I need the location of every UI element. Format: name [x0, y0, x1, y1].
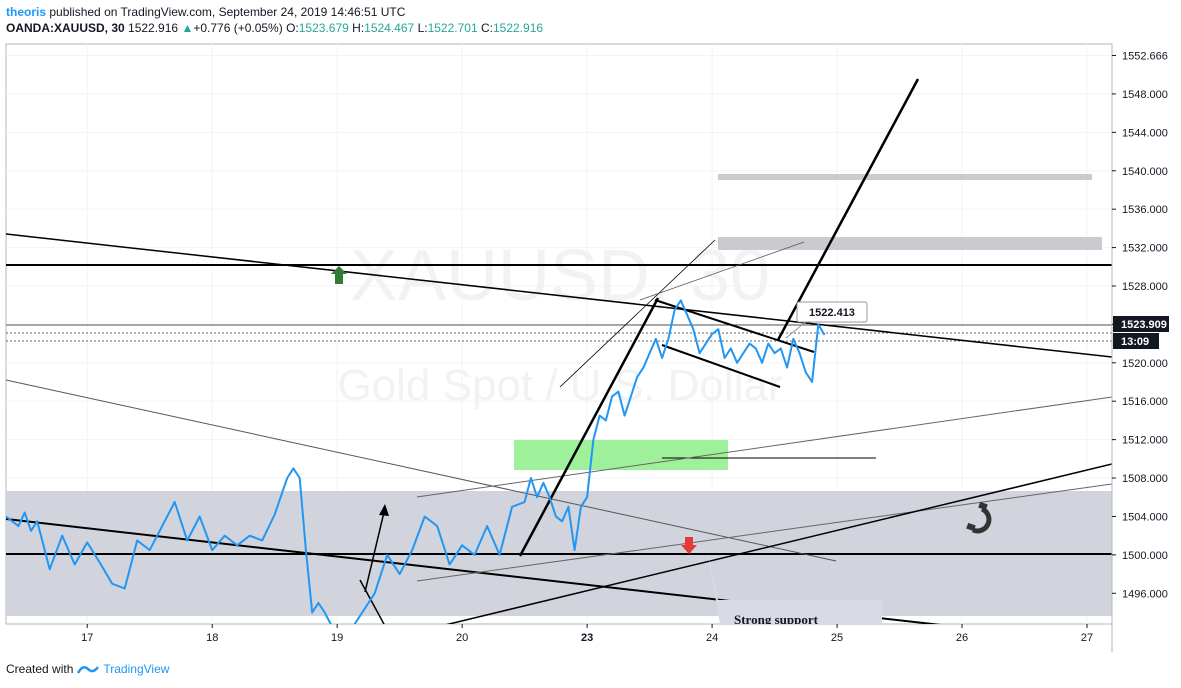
- down-move-line: [359, 579, 385, 624]
- x-tick-label: 25: [831, 632, 843, 644]
- countdown-tag-text: 13:09: [1121, 336, 1149, 348]
- x-tick-label: 23: [581, 632, 593, 644]
- y-tick-label: 1516.000: [1122, 396, 1168, 408]
- thin-uptrend-line-2: [416, 483, 1112, 582]
- x-tick-label: 20: [456, 632, 468, 644]
- projection-line[interactable]: [776, 78, 920, 341]
- y-tick-label: 1508.000: [1122, 473, 1168, 485]
- y-tick-label: 1520.000: [1122, 358, 1168, 370]
- price-series-line: [6, 299, 826, 624]
- created-with-text: Created with: [6, 662, 74, 676]
- publish-info: published on TradingView.com, September …: [49, 5, 406, 19]
- price-callout-box[interactable]: [796, 301, 868, 323]
- y-tick-label: 1552.666: [1122, 51, 1168, 63]
- y-tick-label: 1532.000: [1122, 243, 1168, 255]
- x-tick-label: 18: [206, 632, 218, 644]
- y-tick-label: 1496.000: [1122, 588, 1168, 600]
- open-label: O:: [286, 21, 299, 35]
- last-price-tag-text: 1523.909: [1121, 319, 1167, 331]
- x-tick-label: 19: [331, 632, 343, 644]
- high-value: 1524.467: [364, 21, 415, 35]
- x-tick-label: 24: [706, 632, 718, 644]
- y-tick-label: 1528.000: [1122, 281, 1168, 293]
- y-tick-label: 1504.000: [1122, 511, 1168, 523]
- y-tick-label: 1544.000: [1122, 127, 1168, 139]
- symbol-legend: OANDA:XAUUSD, 30 1522.916 ▲+0.776 (+0.05…: [6, 21, 543, 35]
- thin-downtrend-line: [6, 379, 837, 562]
- rising-trend-line[interactable]: [300, 463, 1112, 660]
- x-axis-labels[interactable]: 17 18 19 20 23 24 25 26 27: [81, 624, 1093, 644]
- watermark-name: Gold Spot / U.S. Dollar: [337, 361, 782, 410]
- price-callout-pointer: [785, 319, 809, 339]
- tradingview-logo-icon: [77, 665, 100, 674]
- countdown-tag: [1113, 333, 1159, 349]
- x-tick-label: 27: [1081, 632, 1093, 644]
- high-label: H:: [352, 21, 365, 35]
- last-price: 1522.916: [128, 21, 179, 35]
- low-label: L:: [417, 21, 428, 35]
- demand-zone: [514, 440, 728, 470]
- author-name[interactable]: theoris: [6, 5, 47, 19]
- y-axis-labels[interactable]: 1496.000 1500.000 1504.000 1508.000 1512.000…: [1112, 51, 1168, 601]
- tradingview-brand[interactable]: TradingView: [103, 662, 170, 676]
- y-tick-label: 1500.000: [1122, 550, 1168, 562]
- resistance-zone-lower: [718, 237, 1102, 250]
- magnet-icon: [966, 501, 992, 534]
- last-price-tag: [1113, 316, 1169, 332]
- thin-uptrend-line-1: [416, 396, 1112, 498]
- y-tick-label: 1548.000: [1122, 89, 1168, 101]
- red-down-arrow-icon[interactable]: [681, 537, 697, 554]
- y-tick-label: 1512.000: [1122, 435, 1168, 447]
- y-tick-label: 1540.000: [1122, 166, 1168, 178]
- flag-lower-line[interactable]: [661, 344, 781, 388]
- long-downtrend-line[interactable]: [6, 233, 1112, 358]
- flag-upper-line[interactable]: [654, 299, 815, 353]
- publish-line: theoris published on TradingView.com, Se…: [6, 5, 405, 19]
- channel-line-thin-2: [639, 241, 805, 301]
- symbol-name[interactable]: OANDA:XAUUSD, 30: [6, 21, 125, 35]
- green-up-arrow-icon[interactable]: [331, 266, 347, 284]
- change-value: +0.776 (+0.05%): [193, 21, 283, 35]
- up-arrow-icon: ▲: [181, 21, 194, 35]
- price-callout-text: 1522.413: [809, 307, 855, 319]
- watermark-symbol: XAUUSD, 30: [350, 236, 770, 316]
- footer: Created with TradingView: [6, 662, 169, 676]
- up-move-arrowhead-icon: [379, 504, 389, 516]
- close-value: 1522.916: [492, 21, 544, 35]
- low-value: 1522.701: [427, 21, 478, 35]
- open-value: 1523.679: [298, 21, 349, 35]
- x-tick-label: 17: [81, 632, 93, 644]
- resistance-zone-upper: [718, 174, 1092, 180]
- callout-text: Strong support: [734, 612, 819, 627]
- y-tick-label: 1536.000: [1122, 204, 1168, 216]
- callout-box[interactable]: [720, 604, 882, 634]
- close-label: C:: [480, 21, 493, 35]
- up-move-arrow-line: [364, 507, 386, 593]
- channel-line-thin-1: [559, 239, 716, 388]
- x-tick-label: 26: [956, 632, 968, 644]
- flagpole-line[interactable]: [518, 297, 660, 557]
